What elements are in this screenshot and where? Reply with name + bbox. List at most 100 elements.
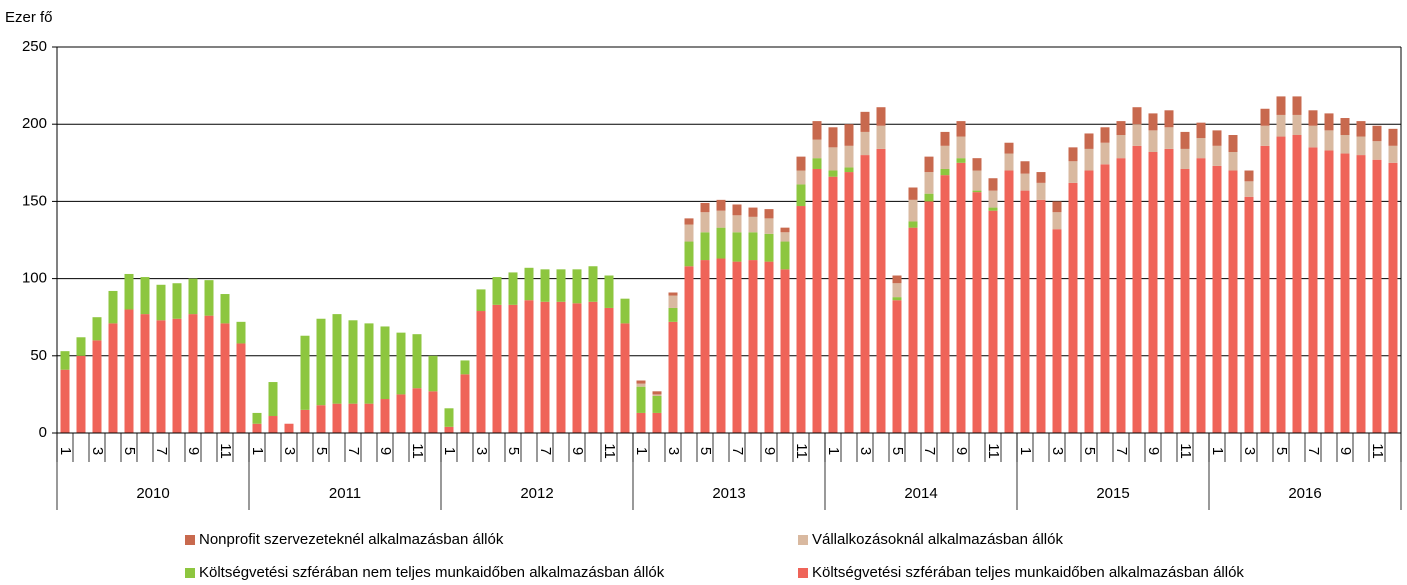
bar-segment <box>204 315 214 433</box>
x-tick-label: 3 <box>281 447 298 455</box>
bar-segment <box>1004 142 1014 154</box>
bar-segment <box>924 193 934 202</box>
bar-segment <box>1308 125 1318 148</box>
x-tick-label: 11 <box>985 443 1002 459</box>
x-tick-label: 5 <box>313 447 330 455</box>
bar-segment <box>908 187 918 200</box>
x-tick-label: 9 <box>761 447 778 455</box>
bar-segment <box>268 382 278 417</box>
bar-segment <box>652 394 662 396</box>
bar-segment <box>764 218 774 234</box>
bar-segment <box>396 394 406 433</box>
bar-segment <box>1276 136 1286 433</box>
bar-segment <box>1212 130 1222 146</box>
bar-segment <box>1388 145 1398 163</box>
bar-segment <box>492 277 502 305</box>
bar-segment <box>1100 164 1110 433</box>
bar-segment <box>220 323 230 433</box>
bar-segment <box>876 107 886 126</box>
bar-segment <box>92 340 102 433</box>
bar-segment <box>1052 212 1062 230</box>
bar-segment <box>1100 127 1110 143</box>
bar-segment <box>1132 107 1142 125</box>
bar-segment <box>1324 113 1334 131</box>
bar-segment <box>876 125 886 149</box>
bar-segment <box>1148 130 1158 152</box>
bar-segment <box>716 210 726 228</box>
y-tick-label: 100 <box>22 270 47 287</box>
bar-segment <box>1004 153 1014 171</box>
bar-segment <box>748 207 758 217</box>
bar-segment <box>172 318 182 433</box>
bar-segment <box>1244 196 1254 433</box>
bar-segment <box>796 184 806 207</box>
x-tick-label: 5 <box>889 447 906 455</box>
bar-segment <box>460 374 470 433</box>
bar-segment <box>1068 147 1078 162</box>
bar-segment <box>956 162 966 434</box>
bar-segment <box>332 314 342 404</box>
x-tick-label: 9 <box>185 447 202 455</box>
bar-segment <box>860 111 870 132</box>
bar-segment <box>972 190 982 193</box>
bar-segment <box>892 300 902 433</box>
bar-segment <box>1372 159 1382 433</box>
year-label: 2011 <box>329 485 361 502</box>
bar-segment <box>332 403 342 433</box>
bar-segment <box>1020 190 1030 433</box>
bar-segment <box>748 260 758 433</box>
x-tick-label: 3 <box>857 447 874 455</box>
legend-label: Vállalkozásoknál alkalmazásban állók <box>812 531 1063 548</box>
bar-segment <box>652 391 662 395</box>
bar-segment <box>380 399 390 433</box>
bar-segment <box>1164 127 1174 149</box>
legend-swatch <box>185 535 195 545</box>
y-axis-label: Ezer fő <box>5 9 53 26</box>
bar-segment <box>620 298 630 324</box>
bar-segment <box>1196 122 1206 139</box>
bar-segment <box>1212 145 1222 166</box>
bar-segment <box>780 269 790 433</box>
bar-segment <box>92 317 102 341</box>
bar-segment <box>108 323 118 433</box>
bar-segment <box>812 158 822 169</box>
bar-segment <box>764 233 774 262</box>
bar-segment <box>1036 172 1046 183</box>
bar-segment <box>1180 148 1190 169</box>
bar-segment <box>1212 165 1222 433</box>
bar-segment <box>700 212 710 233</box>
bar-segment <box>684 218 694 225</box>
bar-segment <box>1084 170 1094 433</box>
bar-segment <box>780 241 790 270</box>
y-tick-label: 250 <box>22 38 47 55</box>
bar-segment <box>892 283 902 298</box>
year-label: 2012 <box>520 485 553 502</box>
bar-segment <box>1116 135 1126 159</box>
y-tick-label: 150 <box>22 192 47 209</box>
bar-segment <box>524 267 534 301</box>
bar-segment <box>396 332 406 395</box>
bar-segment <box>60 351 70 370</box>
bar-segment <box>364 323 374 404</box>
x-tick-label: 5 <box>1273 447 1290 455</box>
bar-segment <box>428 355 438 392</box>
bar-segment <box>636 412 646 433</box>
bar-segment <box>236 343 246 433</box>
x-tick-label: 7 <box>153 447 170 455</box>
bar-segment <box>668 321 678 433</box>
year-label: 2013 <box>712 485 745 502</box>
bar-segment <box>1260 125 1270 146</box>
x-tick-label: 3 <box>89 447 106 455</box>
bar-segment <box>1148 151 1158 433</box>
x-tick-label: 7 <box>1305 447 1322 455</box>
bar-segment <box>844 167 854 173</box>
x-tick-label: 1 <box>825 447 842 455</box>
bar-segment <box>700 260 710 433</box>
x-tick-label: 5 <box>121 447 138 455</box>
bar-segment <box>588 266 598 302</box>
bar-segment <box>892 275 902 284</box>
bar-segment <box>764 261 774 433</box>
bar-segment <box>588 301 598 433</box>
legend-label: Költségvetési szférában nem teljes munka… <box>199 564 665 581</box>
